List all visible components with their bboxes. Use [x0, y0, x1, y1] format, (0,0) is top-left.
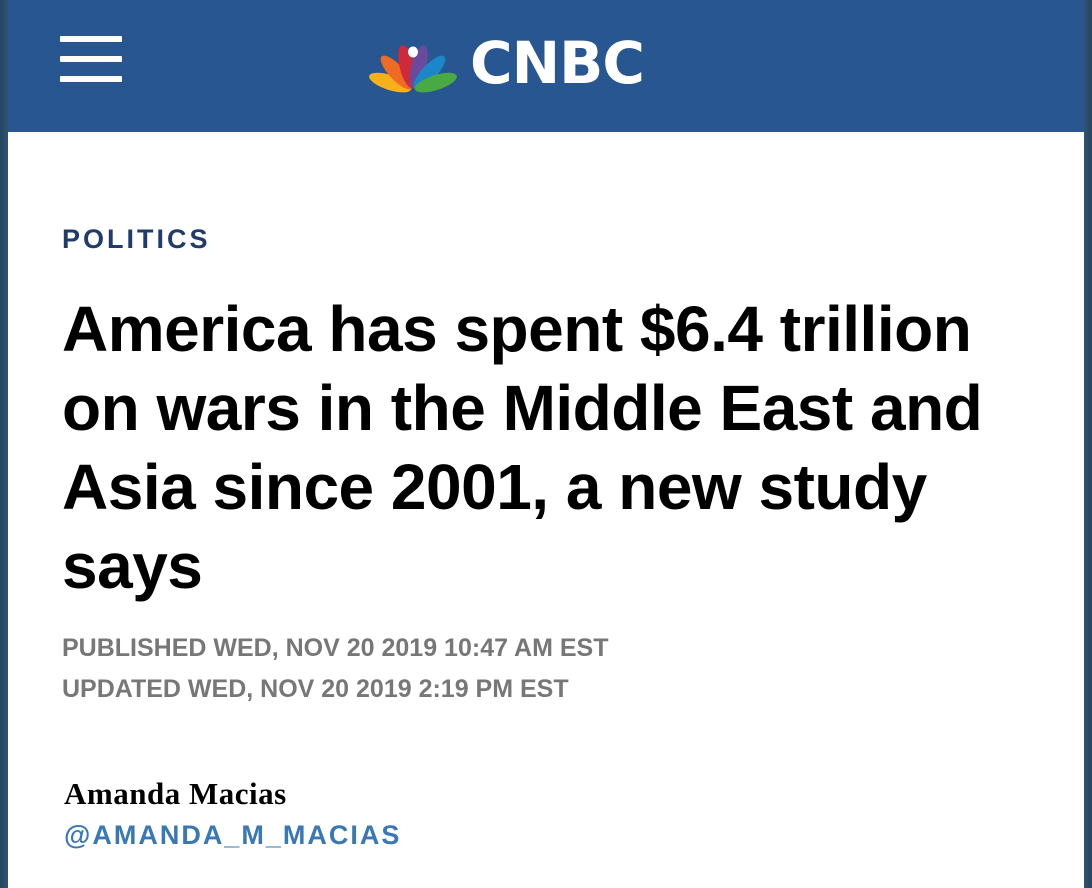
- brand-name: CNBC: [470, 29, 645, 97]
- article-headline: America has spent $6.4 trillion on wars …: [62, 293, 983, 602]
- published-timestamp: PUBLISHED WED, NOV 20 2019 10:47 AM EST: [62, 634, 609, 662]
- author-name[interactable]: Amanda Macias: [64, 776, 287, 811]
- updated-timestamp: UPDATED WED, NOV 20 2019 2:19 PM EST: [62, 675, 569, 703]
- article-header: POLITICS America has spent $6.4 trillion…: [8, 132, 1084, 888]
- section-label[interactable]: POLITICS: [62, 224, 211, 254]
- author-twitter-handle[interactable]: @AMANDA_M_MACIAS: [64, 820, 402, 850]
- nbc-peacock-icon: [369, 45, 457, 93]
- hamburger-menu-icon[interactable]: [60, 36, 122, 84]
- site-header: CNBC: [8, 0, 1084, 132]
- cnbc-logo[interactable]: CNBC: [366, 28, 645, 98]
